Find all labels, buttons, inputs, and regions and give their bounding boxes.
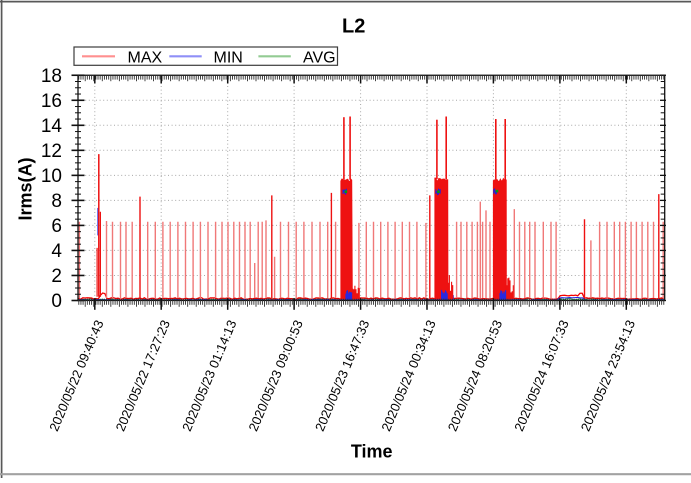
svg-text:12: 12 [41, 141, 62, 162]
svg-text:Irms(A): Irms(A) [16, 157, 36, 220]
svg-text:6: 6 [51, 216, 62, 237]
svg-text:0: 0 [51, 291, 62, 312]
svg-text:Time: Time [351, 442, 393, 462]
svg-text:L2: L2 [342, 15, 365, 37]
svg-text:14: 14 [41, 116, 63, 137]
svg-text:8: 8 [51, 191, 62, 212]
svg-text:18: 18 [41, 66, 62, 87]
svg-text:10: 10 [41, 166, 62, 187]
svg-text:4: 4 [51, 241, 62, 262]
svg-text:16: 16 [41, 91, 62, 112]
svg-text:MIN: MIN [214, 49, 243, 66]
svg-text:MAX: MAX [128, 49, 163, 66]
svg-text:2: 2 [51, 266, 62, 287]
svg-text:AVG: AVG [303, 49, 336, 66]
